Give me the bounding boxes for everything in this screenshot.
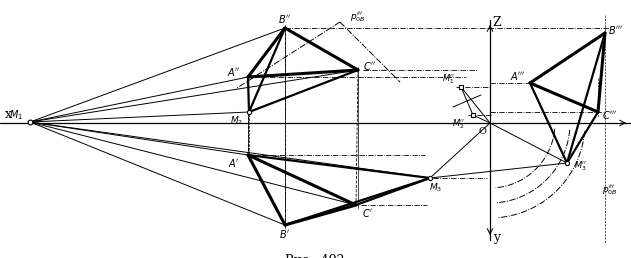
Text: $M_1''$: $M_1''$ xyxy=(442,72,456,86)
Text: O: O xyxy=(478,127,486,136)
Text: $A''$: $A''$ xyxy=(227,66,241,78)
Text: $A'''$: $A'''$ xyxy=(510,70,526,82)
Text: $M_1$: $M_1$ xyxy=(9,108,23,122)
Text: $C''$: $C''$ xyxy=(363,60,377,72)
Text: x: x xyxy=(4,109,11,122)
Text: $C'$: $C'$ xyxy=(362,207,374,219)
Text: $A'$: $A'$ xyxy=(228,157,240,169)
Text: Рис.  492: Рис. 492 xyxy=(285,254,345,258)
Text: $p_{0B}'''$: $p_{0B}'''$ xyxy=(350,10,366,24)
Text: $B''$: $B''$ xyxy=(278,13,292,25)
Text: $M_3''$: $M_3''$ xyxy=(574,159,587,173)
Text: $M_3$: $M_3$ xyxy=(429,182,442,194)
Text: $p_{0B}'''$: $p_{0B}'''$ xyxy=(602,183,618,197)
Text: y: y xyxy=(493,230,500,244)
Text: Z: Z xyxy=(493,17,501,29)
Text: $B'$: $B'$ xyxy=(280,228,291,240)
Text: $C'''$: $C'''$ xyxy=(603,109,618,121)
Text: $M_2$: $M_2$ xyxy=(230,115,244,127)
Text: $B'''$: $B'''$ xyxy=(608,24,623,36)
Text: $M_2''$: $M_2''$ xyxy=(452,117,466,131)
